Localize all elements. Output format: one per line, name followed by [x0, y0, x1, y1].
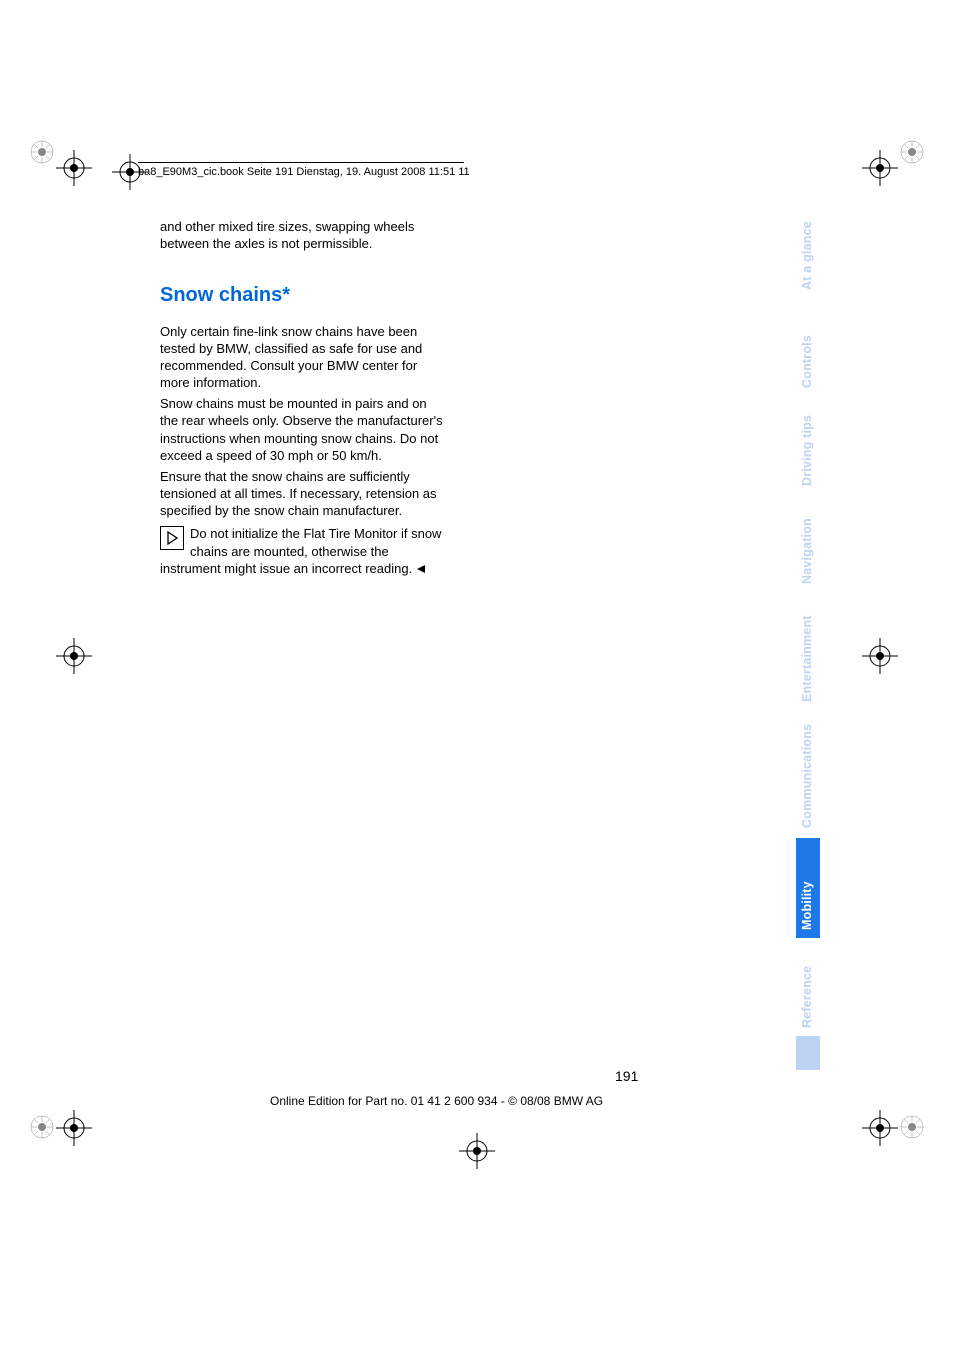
notice-block: Do not initialize the Flat Tire Monitor … — [160, 525, 445, 559]
corner-mark-icon — [30, 140, 54, 164]
registration-mark-icon — [56, 150, 92, 186]
tab-controls[interactable]: Controls — [796, 300, 820, 396]
corner-mark-icon — [900, 1115, 924, 1139]
registration-mark-icon — [56, 1110, 92, 1146]
side-tabs: At a glanceControlsDriving tipsNavigatio… — [796, 202, 820, 1070]
page-marker — [796, 1036, 820, 1070]
corner-mark-icon — [30, 1115, 54, 1139]
notice-text: Do not initialize the Flat Tire Monitor … — [190, 525, 445, 559]
paragraph: Ensure that the snow chains are sufficie… — [160, 468, 445, 519]
notice-triangle-icon — [160, 526, 184, 550]
registration-mark-icon — [56, 638, 92, 674]
registration-mark-icon — [862, 1110, 898, 1146]
end-arrow-icon — [416, 561, 426, 578]
notice-tail-text: instrument might issue an incorrect read… — [160, 561, 412, 576]
tab-communications[interactable]: Communications — [796, 712, 820, 836]
running-header: ba8_E90M3_cic.book Seite 191 Dienstag, 1… — [138, 164, 470, 178]
tab-reference[interactable]: Reference — [796, 940, 820, 1036]
section-title: Snow chains* — [160, 282, 445, 308]
page-number: 191 — [615, 1068, 638, 1084]
tab-mobility[interactable]: Mobility — [796, 838, 820, 938]
registration-mark-icon — [459, 1133, 495, 1169]
registration-mark-icon — [862, 150, 898, 186]
paragraph: Only certain fine-link snow chains have … — [160, 323, 445, 392]
footer-text: Online Edition for Part no. 01 41 2 600 … — [270, 1094, 603, 1108]
tab-navigation[interactable]: Navigation — [796, 496, 820, 592]
tab-driving-tips[interactable]: Driving tips — [796, 398, 820, 494]
body-column: and other mixed tire sizes, swapping whe… — [160, 218, 445, 582]
registration-mark-icon — [862, 638, 898, 674]
paragraph: Snow chains must be mounted in pairs and… — [160, 395, 445, 464]
lead-paragraph: and other mixed tire sizes, swapping whe… — [160, 218, 445, 252]
tab-entertainment[interactable]: Entertainment — [796, 594, 820, 710]
corner-mark-icon — [900, 140, 924, 164]
tab-at-a-glance[interactable]: At a glance — [796, 202, 820, 298]
notice-tail: instrument might issue an incorrect read… — [160, 560, 445, 578]
